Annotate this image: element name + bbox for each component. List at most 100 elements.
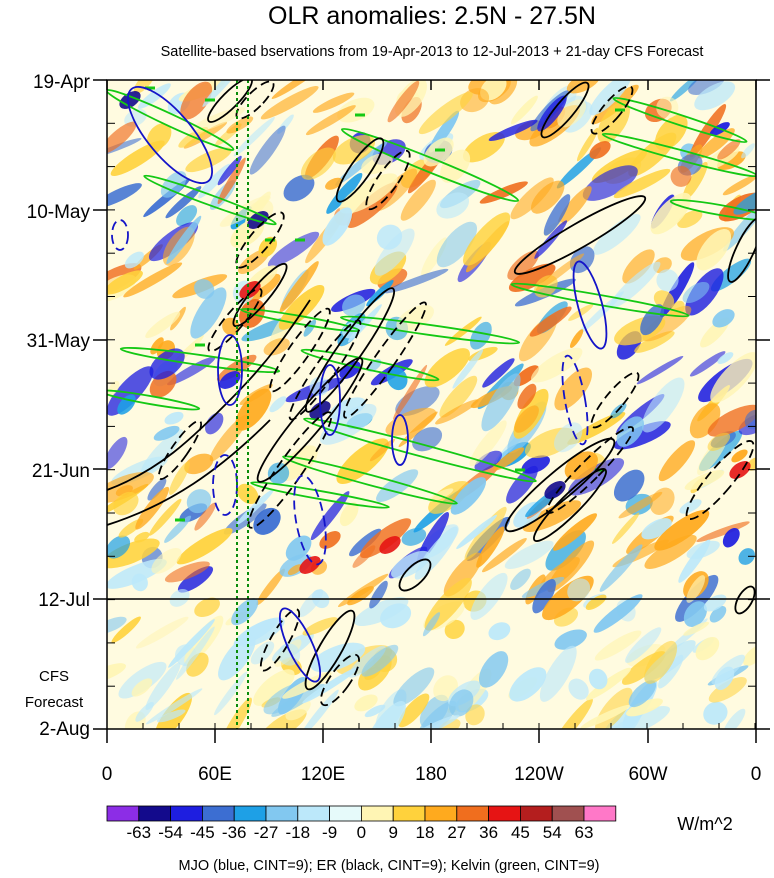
anomaly-blob [686,575,706,603]
anomaly-blob [342,294,366,316]
anomaly-blob [186,489,212,514]
anomaly-blob [352,545,376,568]
axis-ticks [93,79,770,743]
anomaly-blob [337,97,375,123]
anomaly-blob [504,540,554,570]
colorbar-swatch [297,805,330,822]
anomaly-blob [249,125,286,175]
colorbar-swatch [233,805,267,822]
anomaly-blob [176,626,215,680]
anomaly-blob [300,147,336,180]
chart-subtitle: Satellite-based bservations from 19-Apr-… [161,44,704,60]
anomaly-blob [151,547,182,574]
anomaly-blob [488,622,511,641]
anomaly-blob [298,588,324,618]
kelvin-contour [303,417,537,483]
anomaly-blob [145,311,181,339]
anomaly-blob [145,688,203,725]
anomaly-blob [145,662,181,711]
anomaly-blob [131,573,148,592]
anomaly-blob [312,92,355,113]
anomaly-blob [593,594,643,633]
anomaly-blob [166,215,202,265]
anomaly-blob [107,183,142,209]
y-tick-label-5: 12-Jul [38,590,90,611]
anomaly-blob [709,605,727,623]
anomaly-blob [253,669,295,706]
kelvin-contour [300,348,440,382]
colorbar-swatch [456,805,489,822]
y-tick-label-6: 2-Aug [39,719,90,740]
colorbar-swatch [360,805,394,822]
anomaly-blob [479,181,528,204]
anomaly-blob [568,304,594,321]
anomaly-blob [325,177,343,190]
anomaly-blob [409,714,460,729]
anomaly-blob [354,597,409,627]
anomaly-blob [310,491,350,541]
mjo-contours [111,86,608,683]
anomaly-blob [170,306,186,331]
anomaly-blob [493,447,525,471]
anomaly-blob [423,137,454,167]
anomaly-blob [609,261,661,309]
anomaly-blob [509,667,547,702]
x-tick-label-1: 0 [102,764,113,785]
anomaly-blob [535,253,585,291]
anomaly-blob [237,483,259,505]
colorbar-level-label: -18 [286,823,311,842]
mjo-contour-positive [278,607,322,683]
anomaly-blob [707,432,731,451]
mjo-contour-positive [127,86,213,184]
anomaly-blob [686,540,720,559]
anomaly-blob [656,269,679,292]
anomaly-blob [553,513,597,551]
anomaly-blob [135,486,170,530]
anomaly-blob [332,135,376,165]
anomaly-blob [398,693,430,728]
anomaly-blob [553,422,583,453]
anomaly-blob [650,192,692,235]
anomaly-blob [226,116,254,134]
kelvin-contour [250,481,390,509]
anomaly-blob [738,548,755,565]
colorbar-level-label: 27 [447,823,466,842]
anomaly-blob [517,383,537,409]
anomaly-blob [235,388,272,431]
anomaly-blob [385,407,437,436]
mjo-contour-negative [561,354,589,446]
anomaly-blob [695,636,720,661]
anomaly-blob [478,651,509,688]
anomaly-blob [731,449,748,463]
anomaly-blob [168,619,215,668]
anomaly-blob [149,348,185,380]
anomaly-blob [610,706,670,729]
anomaly-blob [717,139,741,160]
anomaly-blob [347,586,374,606]
anomaly-blob [107,538,160,569]
anomaly-blob [260,85,319,120]
anomaly-blob [514,405,539,433]
anomaly-blob [689,104,727,158]
colorbar-level-label: 63 [575,823,594,842]
anomaly-blob [439,375,478,418]
contour-legend-note: MJO (blue, CINT=9); ER (black, CINT=9); … [178,858,599,874]
anomaly-blob [569,329,584,348]
anomaly-blob [670,165,692,187]
anomaly-blob [376,469,419,502]
colorbar-swatch [488,805,521,822]
anomaly-blob [506,465,538,504]
kelvin-contour [339,315,521,345]
anomaly-blob [165,186,202,219]
er-contour-positive [504,437,616,533]
colorbar-swatch [583,805,617,822]
anomaly-blob [113,491,139,516]
colorbar-swatch [138,805,172,822]
colorbar-level-label: -9 [322,823,337,842]
strong-positive-anomaly [379,536,401,554]
anomaly-blob [564,451,598,480]
anomaly-blob [185,147,232,173]
anomaly-blob [612,512,640,544]
anomaly-blob [417,700,457,729]
anomaly-blob [655,114,688,151]
